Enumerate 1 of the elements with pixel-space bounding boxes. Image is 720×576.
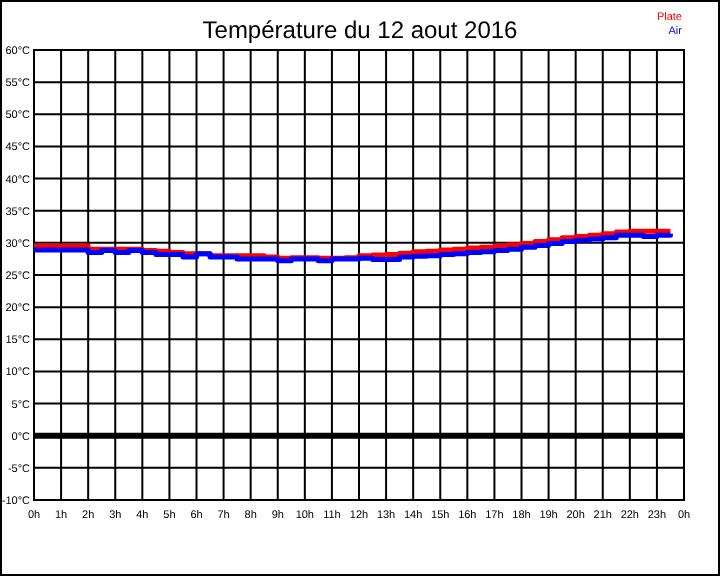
chart-title: Température du 12 aout 2016: [202, 16, 519, 44]
